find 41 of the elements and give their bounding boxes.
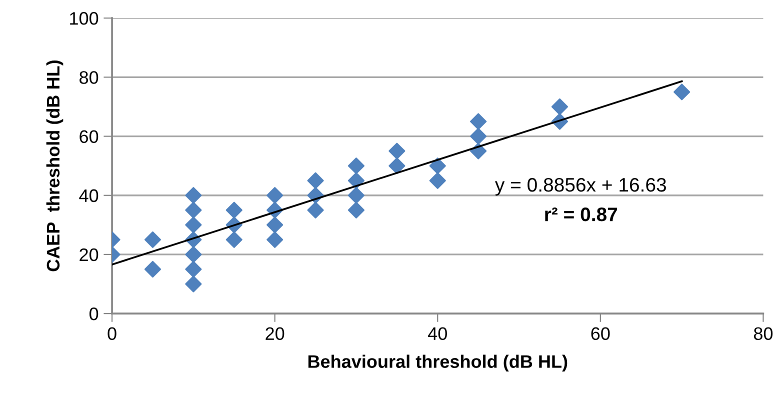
point xyxy=(429,172,446,189)
y-tick-label: 80 xyxy=(80,71,98,84)
point xyxy=(307,172,324,189)
point xyxy=(144,260,162,278)
x-tick-label: 0 xyxy=(108,327,116,340)
point xyxy=(307,202,324,218)
x-tick-label: 40 xyxy=(428,327,447,340)
y-tick-label: 100 xyxy=(70,12,98,25)
x-tick-label: 20 xyxy=(266,327,284,340)
point xyxy=(348,202,365,218)
point xyxy=(144,231,162,248)
x-axis-title: Behavioural threshold (dB HL) xyxy=(308,354,568,372)
point xyxy=(185,187,202,204)
point xyxy=(226,202,242,218)
y-axis-title: CAEP threshold (dB HL) xyxy=(46,60,64,272)
point xyxy=(185,202,202,218)
y-tick-label: 60 xyxy=(80,130,98,143)
point xyxy=(551,98,568,116)
y-tick-label: 40 xyxy=(79,189,98,202)
point xyxy=(185,216,202,234)
annotation: r² = 0.87 xyxy=(545,208,618,222)
point xyxy=(226,231,242,248)
point xyxy=(266,216,284,234)
point xyxy=(348,187,365,204)
point xyxy=(470,113,487,130)
point xyxy=(266,231,284,248)
point xyxy=(348,158,365,174)
annotation: y = 0.8856x + 16.63 xyxy=(494,178,666,196)
point xyxy=(266,187,284,204)
x-tick-label: 60 xyxy=(591,327,610,340)
point xyxy=(185,260,202,278)
y-tick-label: 20 xyxy=(80,248,98,262)
point xyxy=(470,128,487,145)
point xyxy=(388,142,406,160)
point xyxy=(388,158,406,174)
point xyxy=(674,84,690,100)
point xyxy=(185,246,202,263)
point xyxy=(429,158,446,174)
point xyxy=(185,276,202,292)
x-tick-label: 80 xyxy=(754,327,773,340)
y-tick-label: 0 xyxy=(90,307,98,320)
